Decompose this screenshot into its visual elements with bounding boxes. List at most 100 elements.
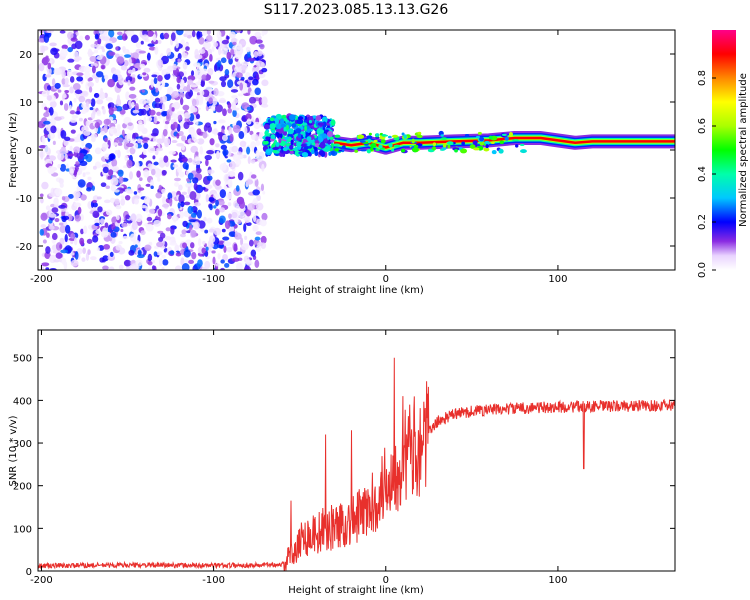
noise-cell bbox=[78, 95, 86, 103]
noise-cell bbox=[69, 252, 75, 256]
snr-ytick-label: 500 bbox=[13, 354, 32, 365]
carrier-noise-cell bbox=[370, 146, 374, 151]
noise-cell bbox=[244, 216, 251, 223]
noise-cell bbox=[194, 54, 203, 60]
noise-cell bbox=[235, 72, 243, 79]
colorbar-tick-label: 0.6 bbox=[697, 118, 708, 134]
noise-cell bbox=[44, 106, 48, 111]
noise-cell bbox=[222, 148, 229, 156]
noise-cell bbox=[155, 87, 159, 93]
carrier-noise-cell bbox=[416, 134, 423, 139]
noise-cell bbox=[252, 197, 258, 206]
noise-cell bbox=[237, 171, 244, 181]
carrier-noise-cell bbox=[411, 138, 415, 144]
noise-cell bbox=[96, 99, 104, 105]
carrier-noise-cell bbox=[351, 146, 358, 150]
noise-cell bbox=[204, 260, 211, 270]
noise-cell bbox=[109, 126, 118, 135]
noise-cell bbox=[94, 49, 99, 54]
carrier-noise-cell bbox=[378, 144, 383, 149]
noise-cell bbox=[74, 40, 83, 50]
noise-cell bbox=[228, 231, 236, 237]
noise-cell bbox=[127, 122, 133, 127]
noise-cell bbox=[228, 31, 236, 39]
noise-cell bbox=[178, 131, 184, 137]
noise-cell bbox=[206, 30, 211, 35]
noise-cell bbox=[151, 39, 159, 45]
noise-cell bbox=[179, 233, 186, 238]
noise-cell bbox=[74, 56, 82, 61]
noise-cell bbox=[215, 179, 221, 186]
noise-cell bbox=[195, 167, 202, 174]
noise-cell bbox=[180, 79, 185, 89]
carrier-noise-cell bbox=[432, 142, 437, 147]
carrier-noise-cell bbox=[440, 134, 444, 137]
noise-cell bbox=[116, 31, 123, 36]
transition-cell bbox=[280, 118, 285, 126]
noise-cell bbox=[115, 46, 119, 51]
noise-cell bbox=[153, 161, 159, 166]
noise-cell bbox=[232, 124, 241, 134]
noise-cell bbox=[83, 90, 87, 95]
spectrogram-ylabel: Frequency (Hz) bbox=[8, 112, 19, 188]
noise-cell bbox=[170, 159, 177, 163]
noise-cell bbox=[260, 103, 269, 108]
noise-cell bbox=[147, 146, 156, 153]
noise-cell bbox=[134, 102, 139, 112]
noise-cell bbox=[67, 213, 73, 222]
noise-cell bbox=[161, 169, 167, 176]
noise-cell bbox=[76, 152, 85, 160]
noise-cell bbox=[233, 243, 238, 252]
noise-cell bbox=[250, 249, 257, 257]
noise-cell bbox=[234, 30, 242, 33]
noise-cell bbox=[182, 52, 188, 59]
noise-cell bbox=[68, 104, 72, 112]
noise-cell bbox=[158, 258, 163, 267]
noise-cell bbox=[115, 204, 122, 210]
noise-cell bbox=[185, 46, 190, 51]
noise-cell bbox=[104, 137, 108, 143]
noise-cell bbox=[254, 236, 261, 241]
noise-cell bbox=[135, 259, 143, 267]
noise-cell bbox=[100, 87, 104, 96]
noise-cell bbox=[261, 79, 269, 87]
noise-cell bbox=[226, 35, 230, 40]
noise-cell bbox=[219, 163, 227, 171]
noise-cell bbox=[191, 107, 198, 113]
noise-cell bbox=[226, 192, 233, 200]
noise-cell bbox=[227, 179, 233, 188]
noise-cell bbox=[85, 120, 90, 127]
noise-cell bbox=[162, 259, 169, 266]
transition-cell bbox=[295, 128, 302, 134]
noise-cell bbox=[144, 244, 152, 251]
noise-cell bbox=[49, 100, 57, 108]
carrier-noise-cell bbox=[370, 143, 377, 148]
noise-cell bbox=[243, 82, 248, 89]
noise-cell bbox=[212, 97, 218, 106]
noise-cell bbox=[245, 208, 252, 217]
noise-cell bbox=[142, 149, 147, 156]
noise-cell bbox=[196, 30, 201, 40]
transition-cell bbox=[308, 119, 313, 124]
transition-cell bbox=[296, 118, 304, 125]
carrier-noise-cell bbox=[512, 139, 519, 142]
carrier-noise-cell bbox=[400, 148, 406, 153]
noise-cell bbox=[250, 174, 257, 179]
noise-cell bbox=[45, 205, 51, 211]
noise-cell bbox=[203, 40, 211, 50]
noise-cell bbox=[183, 112, 191, 119]
noise-cell bbox=[213, 64, 218, 72]
noise-cell bbox=[198, 49, 206, 54]
noise-cell bbox=[201, 74, 207, 81]
noise-cell bbox=[96, 196, 102, 200]
noise-cell bbox=[205, 35, 213, 43]
noise-cell bbox=[150, 168, 156, 176]
noise-cell bbox=[78, 35, 84, 41]
noise-cell bbox=[179, 171, 185, 178]
noise-cell bbox=[156, 138, 165, 144]
noise-cell bbox=[70, 37, 78, 42]
transition-cell bbox=[312, 115, 317, 119]
noise-cell bbox=[143, 116, 147, 126]
noise-cell bbox=[250, 159, 256, 164]
